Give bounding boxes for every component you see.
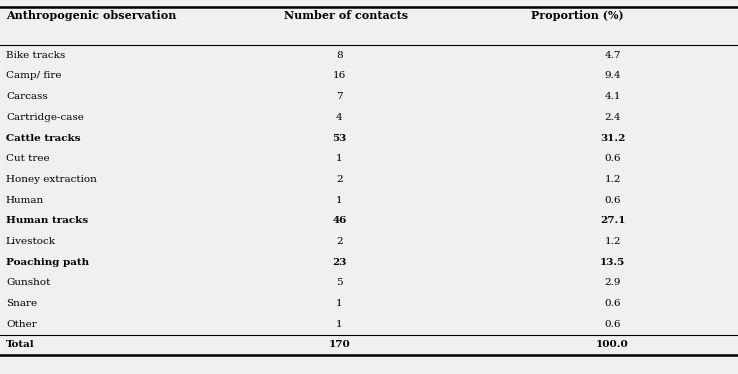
Text: 1: 1	[337, 320, 342, 329]
Text: Total: Total	[6, 340, 35, 349]
Text: 0.6: 0.6	[604, 299, 621, 308]
Text: 2: 2	[337, 237, 342, 246]
Text: Cut tree: Cut tree	[6, 154, 49, 163]
Text: 5: 5	[337, 278, 342, 287]
Text: Poaching path: Poaching path	[6, 258, 89, 267]
Text: 4: 4	[337, 113, 342, 122]
Text: 13.5: 13.5	[600, 258, 625, 267]
Text: 2.4: 2.4	[604, 113, 621, 122]
Text: 53: 53	[332, 134, 347, 142]
Text: Human: Human	[6, 196, 44, 205]
Text: Cattle tracks: Cattle tracks	[6, 134, 80, 142]
Text: Cartridge-case: Cartridge-case	[6, 113, 84, 122]
Text: Proportion (%): Proportion (%)	[531, 10, 624, 21]
Text: Human tracks: Human tracks	[6, 216, 88, 225]
Text: 170: 170	[328, 340, 351, 349]
Text: 2: 2	[337, 175, 342, 184]
Text: Gunshot: Gunshot	[6, 278, 50, 287]
Text: Snare: Snare	[6, 299, 37, 308]
Text: 0.6: 0.6	[604, 196, 621, 205]
Text: 1: 1	[337, 196, 342, 205]
Text: Bike tracks: Bike tracks	[6, 51, 65, 60]
Text: 4.7: 4.7	[604, 51, 621, 60]
Text: Anthropogenic observation: Anthropogenic observation	[6, 10, 176, 21]
Text: 9.4: 9.4	[604, 71, 621, 80]
Text: 7: 7	[337, 92, 342, 101]
Text: 23: 23	[332, 258, 347, 267]
Text: Carcass: Carcass	[6, 92, 48, 101]
Text: 1.2: 1.2	[604, 237, 621, 246]
Text: 27.1: 27.1	[600, 216, 625, 225]
Text: 100.0: 100.0	[596, 340, 629, 349]
Text: 2.9: 2.9	[604, 278, 621, 287]
Text: Honey extraction: Honey extraction	[6, 175, 97, 184]
Text: 0.6: 0.6	[604, 320, 621, 329]
Text: 31.2: 31.2	[600, 134, 625, 142]
Text: Number of contacts: Number of contacts	[284, 10, 408, 21]
Text: 8: 8	[337, 51, 342, 60]
Text: Livestock: Livestock	[6, 237, 56, 246]
Text: 4.1: 4.1	[604, 92, 621, 101]
Text: 1: 1	[337, 154, 342, 163]
Text: 16: 16	[333, 71, 346, 80]
Text: 0.6: 0.6	[604, 154, 621, 163]
Text: Camp/ fire: Camp/ fire	[6, 71, 61, 80]
Text: 1: 1	[337, 299, 342, 308]
Text: 46: 46	[332, 216, 347, 225]
Text: 1.2: 1.2	[604, 175, 621, 184]
Text: Other: Other	[6, 320, 37, 329]
